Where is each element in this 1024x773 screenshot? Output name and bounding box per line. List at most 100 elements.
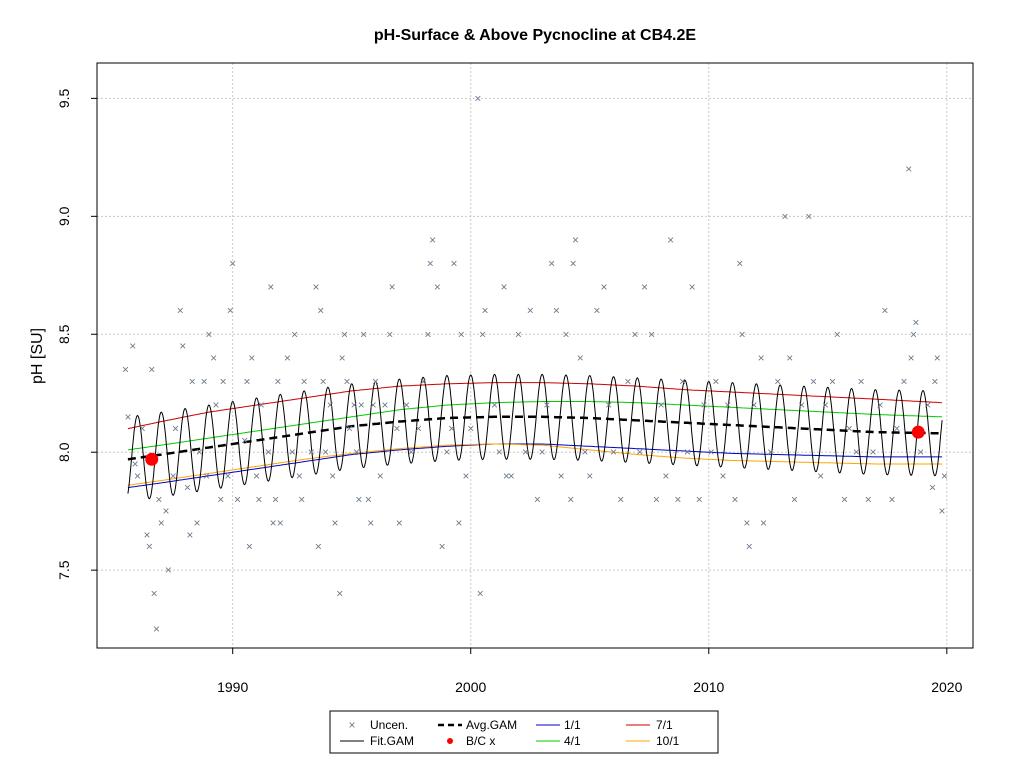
data-point: × xyxy=(822,398,829,412)
data-point: × xyxy=(934,351,941,365)
data-point: × xyxy=(172,422,179,436)
data-point: × xyxy=(503,469,510,483)
data-point: × xyxy=(184,481,191,495)
data-point: × xyxy=(910,327,917,341)
data-point: × xyxy=(893,422,900,436)
data-point: × xyxy=(527,304,534,318)
data-point: × xyxy=(662,469,669,483)
legend: × Uncen. Fit.GAM Avg.GAM B/C x 1/1 4/1 7… xyxy=(329,710,719,754)
data-point: × xyxy=(291,327,298,341)
data-point: × xyxy=(679,374,686,388)
data-point: × xyxy=(355,492,362,506)
data-point: × xyxy=(501,280,508,294)
data-point: × xyxy=(365,492,372,506)
y-tick-label: 9.5 xyxy=(56,88,72,108)
data-point: × xyxy=(329,469,336,483)
data-point: × xyxy=(415,422,422,436)
data-point: × xyxy=(351,398,358,412)
data-point: × xyxy=(308,445,315,459)
data-point: × xyxy=(667,233,674,247)
data-point: × xyxy=(265,445,272,459)
data-point: × xyxy=(931,374,938,388)
data-point: × xyxy=(750,398,757,412)
data-point: × xyxy=(296,469,303,483)
data-point: × xyxy=(482,304,489,318)
data-point: × xyxy=(339,351,346,365)
bc-point xyxy=(911,425,925,439)
data-point: × xyxy=(908,351,915,365)
grid-lines xyxy=(97,63,973,648)
data-point: × xyxy=(743,516,750,530)
data-point: × xyxy=(462,469,469,483)
data-point: × xyxy=(243,374,250,388)
legend-avg-label: Avg.GAM xyxy=(466,718,517,732)
data-point: × xyxy=(912,315,919,329)
chart-title: pH-Surface & Above Pycnocline at CB4.2E xyxy=(374,27,696,44)
data-point: × xyxy=(312,280,319,294)
data-point: × xyxy=(289,445,296,459)
data-point: × xyxy=(151,587,158,601)
data-point: × xyxy=(760,516,767,530)
data-point: × xyxy=(177,304,184,318)
data-point: × xyxy=(386,327,393,341)
data-point: × xyxy=(774,374,781,388)
data-point: × xyxy=(562,327,569,341)
data-point: × xyxy=(165,563,172,577)
data-point: × xyxy=(227,304,234,318)
data-point: × xyxy=(429,233,436,247)
data-point: × xyxy=(641,280,648,294)
data-point: × xyxy=(284,351,291,365)
data-point: × xyxy=(343,374,350,388)
data-point: × xyxy=(477,587,484,601)
data-point: × xyxy=(372,374,379,388)
data-point: × xyxy=(631,327,638,341)
data-point: × xyxy=(581,445,588,459)
data-point: × xyxy=(605,398,612,412)
data-point: × xyxy=(455,516,462,530)
data-point: × xyxy=(255,492,262,506)
data-point: × xyxy=(941,469,948,483)
data-point: × xyxy=(467,422,474,436)
data-point: × xyxy=(186,528,193,542)
data-point: × xyxy=(346,422,353,436)
series-jan1-line xyxy=(127,443,943,489)
data-point: × xyxy=(134,469,141,483)
data-point: × xyxy=(586,469,593,483)
data-point: × xyxy=(853,445,860,459)
data-point: × xyxy=(900,374,907,388)
data-point: × xyxy=(220,374,227,388)
data-point: × xyxy=(341,327,348,341)
data-point: × xyxy=(322,445,329,459)
data-point: × xyxy=(336,587,343,601)
data-point: × xyxy=(274,374,281,388)
legend-bc-marker xyxy=(447,738,453,744)
data-point: × xyxy=(829,374,836,388)
data-point: × xyxy=(248,351,255,365)
data-point: × xyxy=(724,398,731,412)
data-point: × xyxy=(353,445,360,459)
data-point: × xyxy=(258,398,265,412)
data-point: × xyxy=(791,492,798,506)
data-point: × xyxy=(712,374,719,388)
data-point: × xyxy=(696,492,703,506)
data-point: × xyxy=(367,516,374,530)
y-axis-label: pH [SU] xyxy=(29,328,46,384)
data-point: × xyxy=(189,374,196,388)
data-point: × xyxy=(889,492,896,506)
data-point: × xyxy=(332,516,339,530)
data-point: × xyxy=(508,469,515,483)
data-point: × xyxy=(427,257,434,271)
data-point: × xyxy=(213,398,220,412)
data-point: × xyxy=(767,445,774,459)
legend-box xyxy=(329,710,719,754)
data-point: × xyxy=(865,492,872,506)
data-point: × xyxy=(129,339,136,353)
data-point: × xyxy=(689,280,696,294)
data-point: × xyxy=(731,492,738,506)
series-jul1-line xyxy=(127,382,943,430)
data-point: × xyxy=(653,492,660,506)
data-point: × xyxy=(708,445,715,459)
data-point: × xyxy=(781,209,788,223)
data-point: × xyxy=(377,469,384,483)
